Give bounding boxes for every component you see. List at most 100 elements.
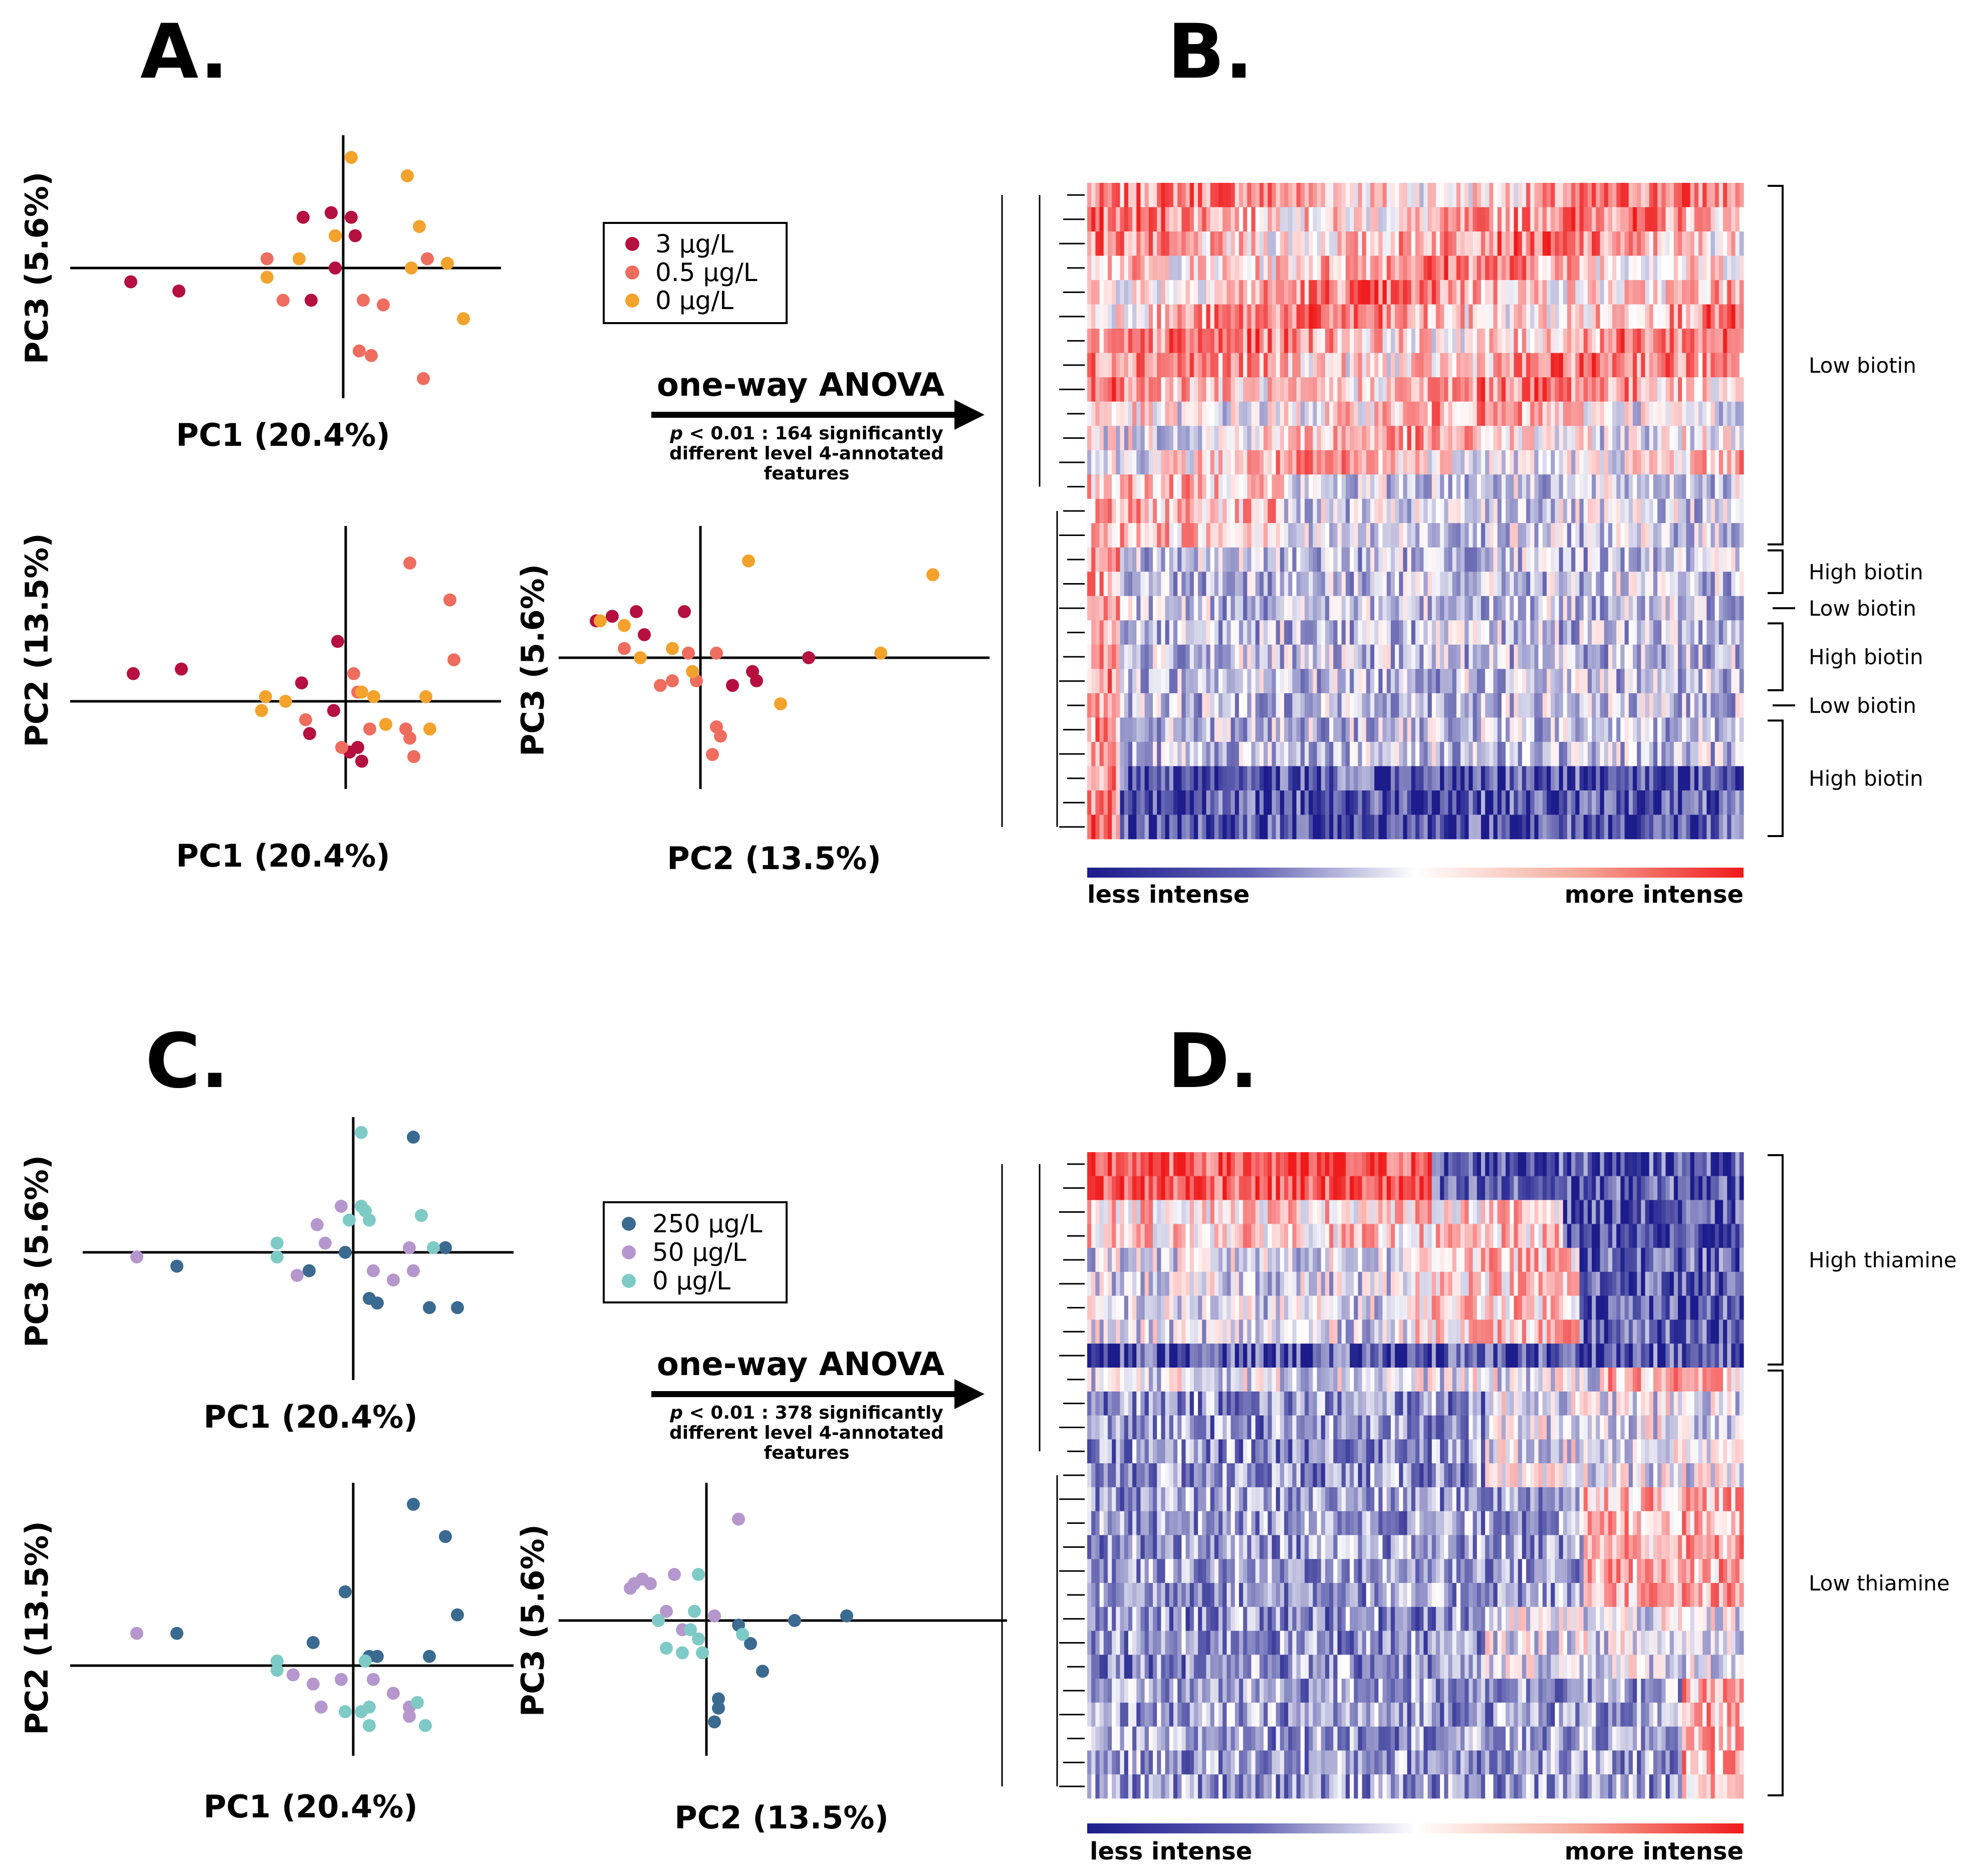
heatmap-cell [1350,766,1354,791]
heatmap-cell [1669,353,1674,378]
heatmap-cell [1534,717,1539,742]
heatmap-cell [1526,547,1531,572]
heatmap-cell [1448,523,1453,548]
heatmap-cell [1464,474,1469,499]
heatmap-cell [1390,815,1395,840]
heatmap-cell [1657,596,1662,621]
heatmap-cell [1206,377,1211,402]
heatmap-cell [1649,815,1654,840]
heatmap-cell [1645,183,1650,207]
heatmap-cell [1628,1152,1633,1177]
heatmap-cell [1587,790,1592,815]
heatmap-cell [1202,693,1207,718]
heatmap-cell [1415,255,1420,281]
heatmap-cell [1378,377,1383,402]
heatmap-cell [1210,207,1215,232]
heatmap-cell [1247,329,1252,354]
heatmap-cell [1292,231,1297,256]
heatmap-cell [1366,815,1371,840]
heatmap-cell [1144,207,1149,232]
heatmap-cell [1230,183,1236,207]
heatmap-cell [1177,353,1182,378]
heatmap-cell [1718,183,1723,207]
heatmap-cell [1325,377,1330,402]
heatmap-cell [1292,450,1297,475]
heatmap-cell [1518,644,1523,669]
heatmap-cell [1132,1152,1137,1177]
heatmap-cell [1735,207,1740,232]
heatmap-cell [1358,717,1363,742]
heatmap-cell [1247,231,1252,256]
heatmap-cell [1637,815,1641,840]
heatmap-cell [1226,450,1231,475]
heatmap-cell [1399,693,1404,718]
heatmap-cell [1218,741,1223,766]
heatmap-cell [1120,766,1125,791]
heatmap-cell [1624,766,1629,791]
heatmap-cell [1296,790,1301,815]
heatmap-cell [1551,207,1555,232]
heatmap-cell [1136,207,1141,232]
heatmap-cell [1136,329,1141,354]
heatmap-cell [1284,790,1289,815]
heatmap-cell [1378,353,1383,378]
heatmap-cell [1444,572,1449,597]
heatmap-cell [1403,815,1408,840]
x-axis-label-c1: PC1 (20.4%) [203,1399,417,1435]
heatmap-cell [1440,547,1444,572]
heatmap-cell [1493,401,1498,426]
heatmap-cell [1296,1152,1301,1177]
heatmap-cell [1596,353,1601,378]
heatmap-cell [1682,426,1686,451]
heatmap-cell [1514,741,1519,766]
heatmap-cell [1251,693,1256,718]
heatmap-cell [1600,766,1605,791]
heatmap-cell [1435,766,1440,791]
heatmap-cell [1641,693,1646,718]
heatmap-cell [1255,329,1260,354]
heatmap-cell [1313,717,1318,742]
heatmap-cell [1136,255,1141,281]
heatmap-cell [1444,1152,1449,1177]
heatmap-cell [1468,644,1473,669]
heatmap-cell [1431,1152,1436,1177]
heatmap-cell [1148,741,1153,766]
heatmap-cell [1444,620,1449,645]
heatmap-cell [1304,572,1309,597]
heatmap-cell [1506,790,1510,815]
heatmap-cell [1542,207,1547,232]
heatmap-cell [1510,280,1515,305]
heatmap-cell [1481,717,1486,742]
heatmap-cell [1456,377,1461,402]
heatmap-cell [1665,572,1670,597]
heatmap-cell [1448,741,1453,766]
heatmap-cell [1362,401,1367,426]
heatmap-cell [1641,329,1646,354]
heatmap-cell [1169,669,1174,694]
heatmap-cell [1600,474,1605,499]
data-point [407,1264,420,1277]
heatmap-cell [1173,790,1178,815]
heatmap-cell [1374,644,1379,669]
heatmap-cell [1468,207,1473,232]
heatmap-cell [1559,231,1564,256]
heatmap-cell [1415,815,1420,840]
heatmap-cell [1481,790,1486,815]
heatmap-cell [1431,401,1436,426]
heatmap-cell [1551,644,1555,669]
heatmap-cell [1514,620,1519,645]
heatmap-cell [1300,426,1305,451]
heatmap-cell [1620,304,1625,329]
heatmap-cell [1551,1176,1555,1200]
data-point [127,667,140,680]
heatmap-cell [1464,377,1469,402]
heatmap-cell [1116,426,1121,451]
heatmap-cell [1612,280,1617,305]
heatmap-cell [1321,815,1326,840]
heatmap-cell [1165,255,1170,281]
heatmap-cell [1718,231,1723,256]
heatmap-cell [1362,450,1367,475]
heatmap-cell [1259,474,1264,499]
heatmap-cell [1288,377,1293,402]
heatmap-cell [1259,1152,1264,1177]
